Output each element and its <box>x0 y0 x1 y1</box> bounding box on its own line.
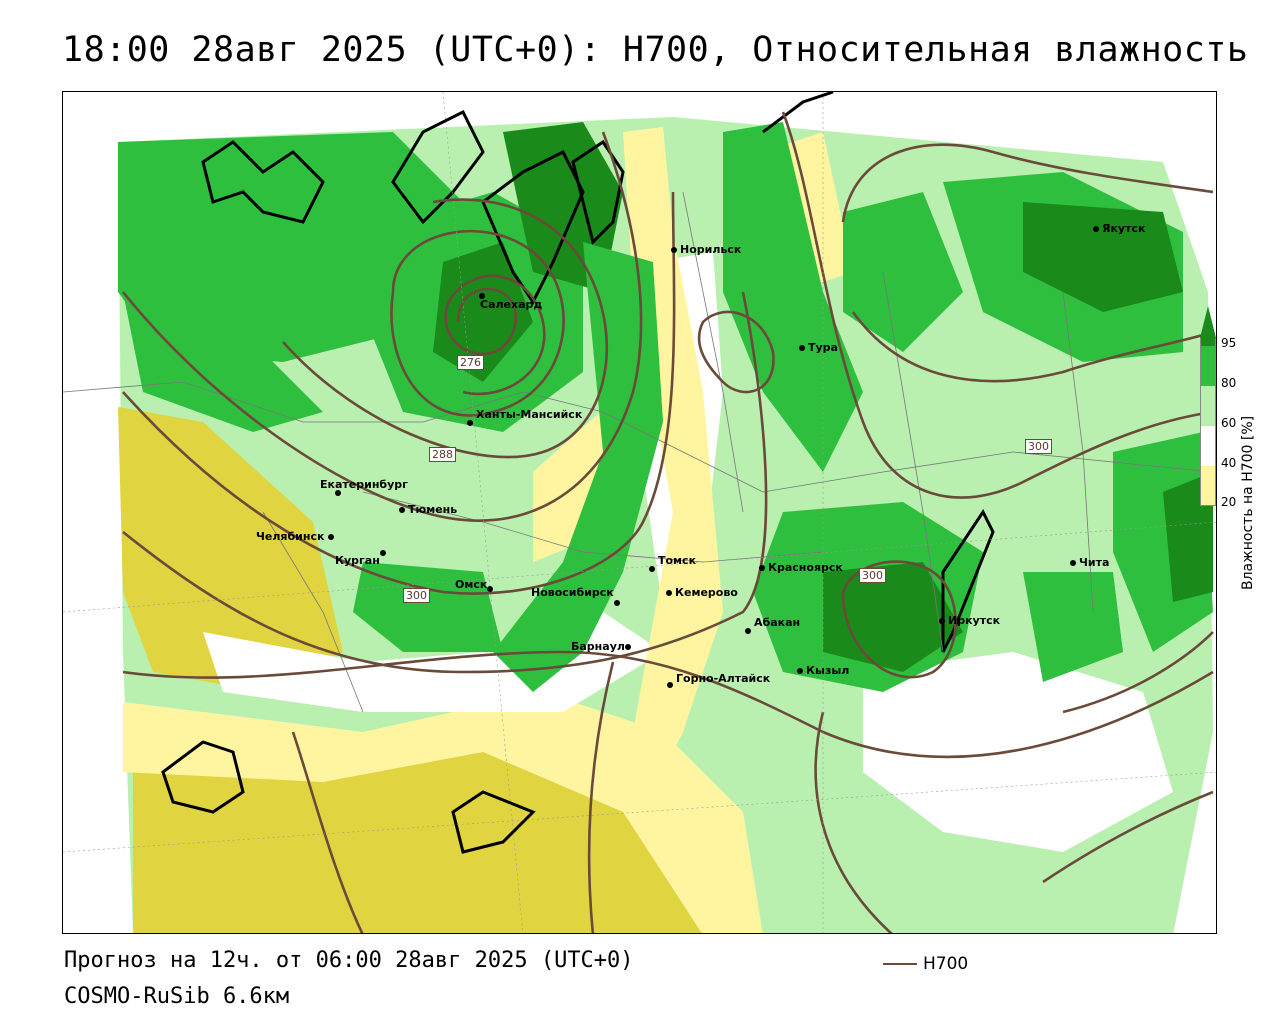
city-marker-icon <box>1070 560 1076 566</box>
colorbar-tick: 95 <box>1221 336 1237 350</box>
city-tura[interactable]: Тура <box>799 341 838 354</box>
contour-label: 288 <box>429 447 456 462</box>
city-marker-icon <box>799 345 805 351</box>
city-marker-icon <box>666 590 672 596</box>
city-khanty-mansiysk[interactable]: Ханты-Мансийск <box>467 408 582 429</box>
city-barnaul[interactable]: Барнаул <box>571 640 634 653</box>
colorbar-segment <box>1200 466 1216 506</box>
city-marker-icon <box>745 628 751 634</box>
city-kemerovo[interactable]: Кемерово <box>666 586 738 599</box>
city-norilsk[interactable]: Норильск <box>671 243 741 256</box>
city-marker-icon <box>939 618 945 624</box>
contour-label: 300 <box>403 588 430 603</box>
contour-label: 300 <box>859 568 886 583</box>
colorbar-segment <box>1200 346 1216 386</box>
city-krasnoyarsk[interactable]: Красноярск <box>759 561 843 574</box>
city-marker-icon <box>613 600 620 606</box>
colorbar-segment <box>1200 426 1216 466</box>
city-yekaterinburg[interactable]: Екатеринбург <box>320 478 432 499</box>
city-tyumen[interactable]: Тюмень <box>399 503 457 516</box>
city-marker-icon <box>487 586 494 592</box>
map-area[interactable]: 276 288 300 300 300 Якутск Норильск Сале… <box>62 91 1217 934</box>
city-gorno-altaysk[interactable]: Горно-Алтайск <box>667 672 770 688</box>
model-info: COSMO-RuSib 6.6км <box>64 984 290 1009</box>
city-marker-icon <box>467 420 473 426</box>
colorbar-tick: 40 <box>1221 456 1237 470</box>
colorbar-tick: 20 <box>1221 495 1237 509</box>
city-tomsk[interactable]: Томск <box>649 554 696 572</box>
city-marker-icon <box>671 247 677 253</box>
city-kyzyl[interactable]: Кызыл <box>797 664 849 677</box>
contour-label: 276 <box>457 355 484 370</box>
city-marker-icon <box>399 507 405 513</box>
city-marker-icon <box>1093 226 1099 232</box>
humidity-colorbar <box>1200 306 1216 506</box>
colorbar-segment <box>1200 338 1216 346</box>
city-kurgan[interactable]: Курган <box>335 546 389 567</box>
city-marker-icon <box>479 293 485 299</box>
forecast-info: Прогноз на 12ч. от 06:00 28авг 2025 (UTC… <box>64 948 634 973</box>
city-marker-icon <box>797 668 803 674</box>
colorbar-tick: 80 <box>1221 376 1237 390</box>
city-novosibirsk[interactable]: Новосибирск <box>531 586 623 606</box>
city-marker-icon <box>379 550 386 556</box>
city-marker-icon <box>667 682 673 688</box>
colorbar-max-arrow-icon <box>1200 306 1216 338</box>
city-marker-icon <box>649 566 655 572</box>
map-title: 18:00 28авг 2025 (UTC+0): H700, Относите… <box>62 30 1249 70</box>
city-abakan[interactable]: Абакан <box>745 616 800 637</box>
city-yakutsk[interactable]: Якутск <box>1093 222 1145 235</box>
city-marker-icon <box>335 490 341 496</box>
city-marker-icon <box>759 565 765 571</box>
colorbar-segment <box>1200 386 1216 426</box>
city-chelyabinsk[interactable]: Челябинск <box>256 530 337 543</box>
city-marker-icon <box>328 534 335 540</box>
humidity-map <box>63 92 1216 933</box>
colorbar-tick: 60 <box>1221 416 1237 430</box>
colorbar-title: Влажность на H700 [%] <box>1240 415 1256 590</box>
contour-label: 300 <box>1025 439 1052 454</box>
city-chita[interactable]: Чита <box>1070 556 1109 569</box>
contour-line-swatch <box>883 963 917 965</box>
contour-legend: H700 <box>883 954 968 974</box>
city-salekhard[interactable]: Салехард <box>479 289 550 311</box>
city-irkutsk[interactable]: Иркутск <box>939 614 1000 627</box>
city-marker-icon <box>624 644 631 650</box>
city-omsk[interactable]: Омск <box>455 578 496 595</box>
